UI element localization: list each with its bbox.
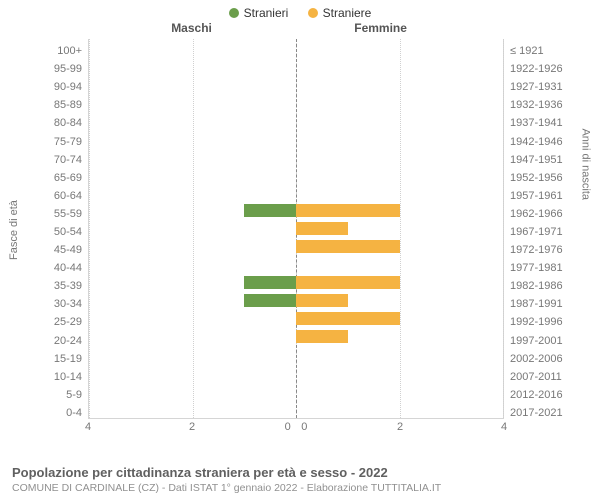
- bar-female: [296, 240, 400, 253]
- legend-item-male: Stranieri: [229, 6, 289, 20]
- birth-year-label: 1987-1991: [506, 299, 600, 310]
- age-label: 80-84: [0, 118, 86, 129]
- age-label: 30-34: [0, 299, 86, 310]
- birth-year-label: 2007-2011: [506, 372, 600, 383]
- plot-area: [88, 39, 504, 419]
- x-tick-label: 0: [285, 421, 291, 433]
- age-row: [89, 129, 503, 147]
- age-row: [89, 400, 503, 418]
- legend-swatch-female: [308, 8, 318, 18]
- age-label: 95-99: [0, 64, 86, 75]
- age-label: 10-14: [0, 372, 86, 383]
- birth-year-label: 1922-1926: [506, 64, 600, 75]
- age-row: [89, 256, 503, 274]
- birth-year-label: 1977-1981: [506, 263, 600, 274]
- age-row: [89, 57, 503, 75]
- gridline: [503, 39, 504, 418]
- header-female: Femmine: [354, 21, 407, 35]
- axis-title-left: Fasce di età: [8, 200, 20, 260]
- chart-title: Popolazione per cittadinanza straniera p…: [12, 465, 588, 480]
- bar-female: [296, 294, 348, 307]
- chart-subtitle: COMUNE DI CARDINALE (CZ) - Dati ISTAT 1°…: [12, 482, 588, 494]
- birth-year-label: 2017-2021: [506, 408, 600, 419]
- age-label: 20-24: [0, 336, 86, 347]
- age-label: 85-89: [0, 100, 86, 111]
- legend-label-female: Straniere: [323, 6, 372, 20]
- x-tick-label: 2: [397, 421, 403, 433]
- age-row: [89, 292, 503, 310]
- bar-male: [244, 294, 296, 307]
- age-row: [89, 183, 503, 201]
- birth-year-label: 1962-1966: [506, 209, 600, 220]
- header-male: Maschi: [171, 21, 212, 35]
- age-row: [89, 75, 503, 93]
- bar-female: [296, 276, 400, 289]
- column-headers: Maschi Femmine: [88, 21, 504, 39]
- birth-year-label: 1972-1976: [506, 245, 600, 256]
- age-row: [89, 39, 503, 57]
- birth-year-label: 1997-2001: [506, 336, 600, 347]
- bar-male: [244, 204, 296, 217]
- birth-year-label: 2012-2016: [506, 390, 600, 401]
- age-label: 5-9: [0, 390, 86, 401]
- age-label: 40-44: [0, 263, 86, 274]
- legend-label-male: Stranieri: [244, 6, 289, 20]
- birth-year-label: 1927-1931: [506, 82, 600, 93]
- age-label: 70-74: [0, 155, 86, 166]
- x-tick-label: 0: [301, 421, 307, 433]
- chart-area: Maschi Femmine 4 2 00 2 4: [88, 21, 504, 435]
- bar-female: [296, 204, 400, 217]
- bar-female: [296, 222, 348, 235]
- birth-year-label: 1967-1971: [506, 227, 600, 238]
- birth-year-label: 1992-1996: [506, 317, 600, 328]
- age-row: [89, 147, 503, 165]
- age-label: 15-19: [0, 354, 86, 365]
- x-tick-label: 2: [189, 421, 195, 433]
- age-label: 25-29: [0, 317, 86, 328]
- bar-female: [296, 330, 348, 343]
- age-row: [89, 364, 503, 382]
- bar-female: [296, 312, 400, 325]
- birth-year-label: ≤ 1921: [506, 46, 600, 57]
- chart-legend: Stranieri Straniere: [0, 0, 600, 21]
- birth-year-label: 1982-1986: [506, 281, 600, 292]
- age-label: 0-4: [0, 408, 86, 419]
- legend-swatch-male: [229, 8, 239, 18]
- x-tick-label: 4: [85, 421, 91, 433]
- age-label: 35-39: [0, 281, 86, 292]
- age-row: [89, 165, 503, 183]
- legend-item-female: Straniere: [308, 6, 372, 20]
- birth-year-label: 2002-2006: [506, 354, 600, 365]
- age-row: [89, 382, 503, 400]
- age-row: [89, 201, 503, 219]
- age-label: 65-69: [0, 173, 86, 184]
- age-row: [89, 238, 503, 256]
- chart-footer: Popolazione per cittadinanza straniera p…: [12, 465, 588, 494]
- birth-year-label: 1932-1936: [506, 100, 600, 111]
- age-row: [89, 111, 503, 129]
- age-row: [89, 346, 503, 364]
- x-axis-labels: 4 2 00 2 4: [88, 419, 504, 435]
- bar-male: [244, 276, 296, 289]
- x-tick-label: 4: [501, 421, 507, 433]
- age-row: [89, 274, 503, 292]
- age-row: [89, 93, 503, 111]
- age-label: 90-94: [0, 82, 86, 93]
- age-row: [89, 310, 503, 328]
- age-label: 75-79: [0, 137, 86, 148]
- age-label: 100+: [0, 46, 86, 57]
- axis-title-right: Anni di nascita: [580, 128, 592, 200]
- age-row: [89, 328, 503, 346]
- age-row: [89, 219, 503, 237]
